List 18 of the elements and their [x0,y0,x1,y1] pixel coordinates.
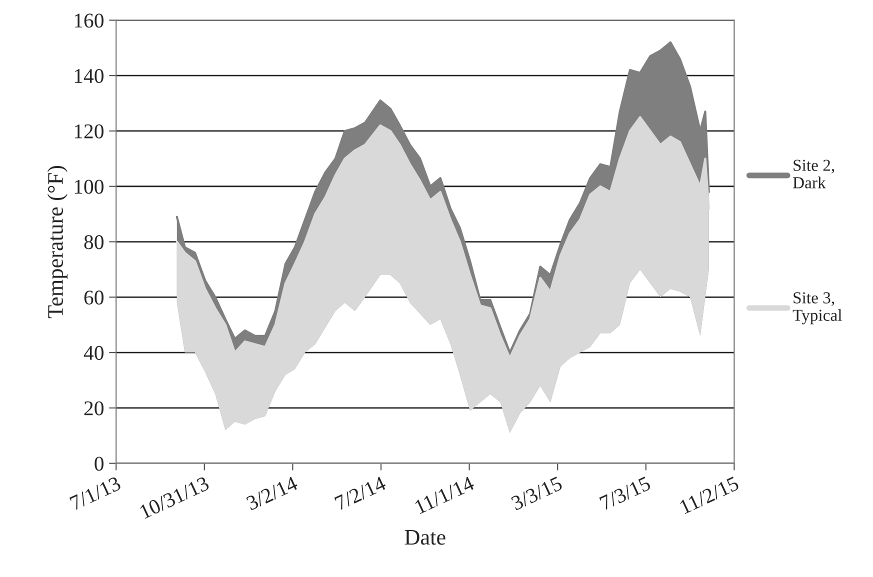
x-tick-label: 7/2/14 [334,476,387,510]
legend-label: Site 3, Typical [792,292,842,324]
y-tick-label: 160 [74,14,104,28]
legend-label: Site 2, Dark [793,160,834,188]
y-tick-label: 100 [74,180,104,194]
x-tick-label: 7/3/15 [599,476,652,510]
x-tick-label: 3/2/14 [246,476,299,511]
y-axis-title: Temperature (°F) [47,166,68,318]
y-tick-label: 120 [74,124,104,138]
y-tick-label: 60 [84,290,104,305]
x-tick-label: 3/3/15 [510,476,564,511]
x-tick-label: 7/1/13 [69,476,122,510]
y-tick-label: 140 [74,68,104,84]
y-tick-label: 40 [84,346,104,360]
y-tick-label: 0 [94,456,104,471]
x-axis-title: Date [404,530,446,545]
y-tick-label: 80 [84,235,104,250]
y-tick-label: 20 [84,401,104,416]
